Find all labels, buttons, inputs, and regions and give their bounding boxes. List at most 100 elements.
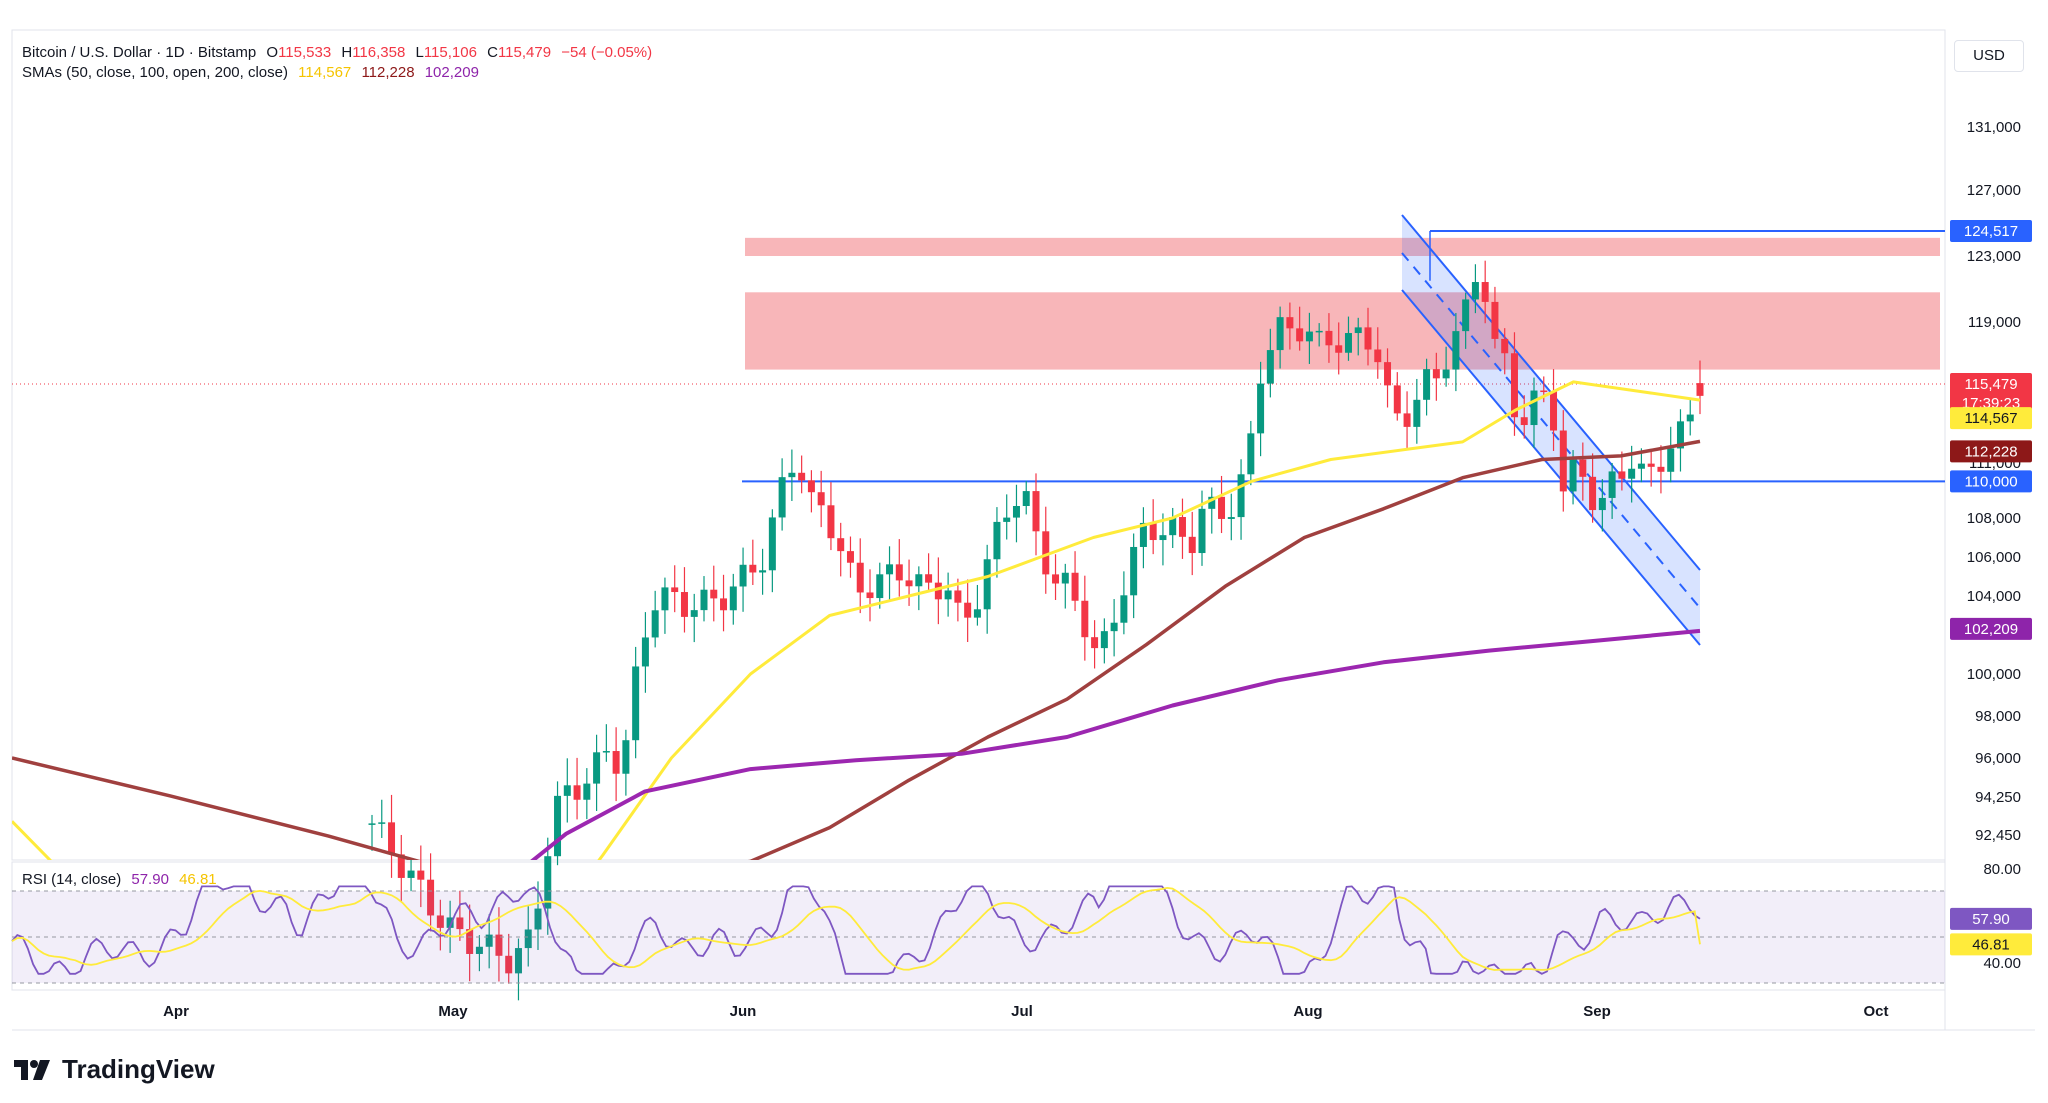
- candle-body: [1286, 317, 1294, 329]
- candle-body: [1247, 433, 1255, 475]
- candle-body: [1423, 369, 1431, 400]
- badge-rsi-text: 57.90: [1972, 911, 2010, 928]
- candle-body: [749, 564, 757, 573]
- candle-body: [1022, 491, 1030, 507]
- rsi-ma-line: [11, 886, 1701, 971]
- candle-body: [1403, 413, 1411, 427]
- candle-body: [661, 587, 669, 611]
- rsi-pane: [11, 861, 1946, 991]
- candle-body: [1520, 417, 1528, 426]
- rsi-legend-value: 57.90: [131, 871, 169, 888]
- candle-body: [612, 751, 620, 774]
- tradingview-logo[interactable]: TradingView: [14, 1054, 215, 1085]
- candle-body: [1481, 282, 1489, 302]
- price-tick-label: 131,000: [1967, 119, 2021, 136]
- candle-body: [1139, 522, 1147, 547]
- badge-rsi-ma-bg: [1950, 933, 2032, 956]
- candle-body: [1344, 333, 1352, 353]
- candle-body: [368, 823, 376, 825]
- candle-body: [1149, 522, 1157, 541]
- sma50-line: [12, 380, 1701, 860]
- candles-group: [368, 260, 1704, 1001]
- candle-body: [1120, 595, 1128, 623]
- candle-body: [1159, 535, 1167, 541]
- candle-body: [1003, 517, 1011, 522]
- badge-110000-bg: [1950, 470, 2032, 493]
- candle-body: [1208, 496, 1216, 509]
- badge-last-price-text: 115,479: [1964, 376, 2017, 393]
- rsi-line: [11, 885, 1701, 975]
- candle-body: [1227, 517, 1235, 519]
- sma100-legend-value: 112,228: [361, 64, 415, 81]
- tradingview-logo-text: TradingView: [62, 1054, 215, 1084]
- candle-body: [934, 582, 942, 600]
- rsi-legend-label: RSI (14, close): [22, 871, 122, 888]
- candle-body: [720, 598, 728, 611]
- badge-sma50-text: 114,567: [1964, 410, 2017, 427]
- ohlc-high: H116,358: [341, 44, 406, 61]
- candle-body: [1540, 390, 1548, 393]
- candle-body: [378, 822, 386, 824]
- candle-body: [1110, 622, 1118, 632]
- currency-button[interactable]: USD: [1954, 40, 2024, 72]
- rsi-tick-label: 80.00: [1983, 861, 2021, 878]
- candle-body: [1442, 369, 1450, 379]
- candle-body: [690, 610, 698, 617]
- candle-body: [1471, 282, 1479, 300]
- candle-body: [1628, 468, 1636, 479]
- candle-body: [534, 908, 542, 930]
- badge-110000-text: 110,000: [1964, 473, 2017, 490]
- candle-body: [778, 477, 786, 518]
- candle-body: [671, 587, 679, 593]
- candle-body: [925, 574, 933, 583]
- badge-sma50: 114,567: [1950, 407, 2032, 430]
- candle-body: [759, 570, 767, 573]
- candle-body: [1462, 299, 1470, 332]
- candle-body: [456, 917, 464, 930]
- badge-rsi-bg: [1950, 907, 2032, 930]
- sma100-line: [12, 439, 1701, 860]
- candle-body: [1530, 390, 1538, 426]
- candle-body: [1676, 421, 1684, 449]
- price-tick-label: 119,000: [1968, 314, 2021, 331]
- candle-body: [436, 915, 444, 928]
- candle-body: [417, 870, 425, 880]
- candle-body: [729, 586, 737, 611]
- candle-body: [827, 505, 835, 539]
- candle-body: [407, 870, 415, 878]
- candle-body: [1579, 459, 1587, 477]
- sma-legend: SMAs (50, close, 100, open, 200, close) …: [22, 64, 485, 81]
- candle-body: [602, 751, 610, 753]
- candle-body: [1188, 536, 1196, 554]
- candle-body: [1305, 331, 1313, 342]
- candle-body: [680, 592, 688, 617]
- candle-body: [524, 929, 532, 949]
- rsi-tick-label: 40.00: [1983, 955, 2021, 972]
- candle-body: [1637, 463, 1645, 469]
- candle-body: [544, 856, 552, 909]
- candle-body: [905, 580, 913, 587]
- candle-body: [768, 517, 776, 571]
- badge-rsi: 57.90: [1950, 907, 2032, 930]
- sma200-legend-value: 102,209: [424, 64, 479, 81]
- candle-body: [1091, 637, 1099, 649]
- candle-body: [846, 551, 854, 563]
- candle-body: [485, 934, 493, 947]
- resistance-zone: [745, 237, 1940, 256]
- candle-body: [954, 590, 962, 603]
- badge-124517-bg: [1950, 219, 2032, 242]
- candle-body: [1032, 491, 1040, 532]
- candle-body: [1501, 338, 1509, 354]
- candle-body: [1667, 448, 1675, 472]
- candle-body: [866, 592, 874, 599]
- candle-body: [1218, 496, 1226, 519]
- candle-body: [1510, 353, 1518, 418]
- ohlc-close: C115,479: [487, 44, 552, 61]
- price-tick-label: 96,000: [1975, 750, 2021, 767]
- candle-body: [1325, 330, 1333, 346]
- candle-body: [1042, 531, 1050, 575]
- sma50-legend-value: 114,567: [298, 64, 352, 81]
- candle-body: [1354, 327, 1362, 334]
- candle-body: [798, 472, 806, 481]
